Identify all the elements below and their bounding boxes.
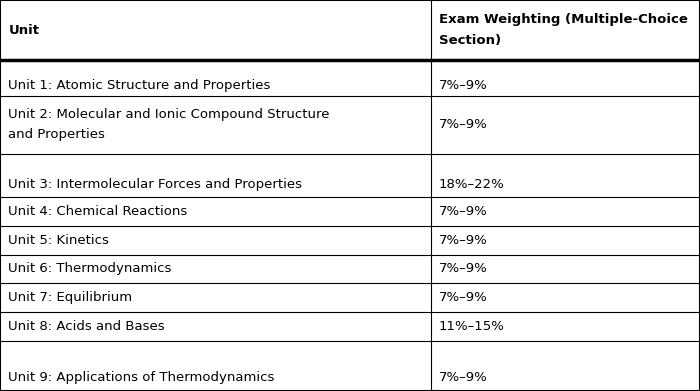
Text: Exam Weighting (Multiple-Choice: Exam Weighting (Multiple-Choice — [439, 13, 688, 26]
Text: 7%–9%: 7%–9% — [439, 371, 488, 384]
Text: and Properties: and Properties — [8, 129, 105, 142]
Text: 11%–15%: 11%–15% — [439, 320, 505, 333]
Text: 7%–9%: 7%–9% — [439, 262, 488, 276]
Text: Section): Section) — [439, 34, 501, 47]
Text: Unit 9: Applications of Thermodynamics: Unit 9: Applications of Thermodynamics — [8, 371, 275, 384]
Text: 7%–9%: 7%–9% — [439, 205, 488, 218]
Text: Unit 2: Molecular and Ionic Compound Structure: Unit 2: Molecular and Ionic Compound Str… — [8, 108, 330, 121]
Text: 7%–9%: 7%–9% — [439, 118, 488, 131]
Text: 7%–9%: 7%–9% — [439, 233, 488, 247]
Text: Unit: Unit — [8, 24, 39, 37]
Text: 7%–9%: 7%–9% — [439, 79, 488, 92]
Text: 18%–22%: 18%–22% — [439, 178, 505, 191]
Text: Unit 5: Kinetics: Unit 5: Kinetics — [8, 233, 109, 247]
Text: Unit 3: Intermolecular Forces and Properties: Unit 3: Intermolecular Forces and Proper… — [8, 178, 302, 191]
Text: 7%–9%: 7%–9% — [439, 291, 488, 304]
Text: Unit 7: Equilibrium: Unit 7: Equilibrium — [8, 291, 132, 304]
Text: Unit 8: Acids and Bases: Unit 8: Acids and Bases — [8, 320, 165, 333]
Text: Unit 6: Thermodynamics: Unit 6: Thermodynamics — [8, 262, 172, 276]
Text: Unit 4: Chemical Reactions: Unit 4: Chemical Reactions — [8, 205, 188, 218]
Text: Unit 1: Atomic Structure and Properties: Unit 1: Atomic Structure and Properties — [8, 79, 271, 92]
